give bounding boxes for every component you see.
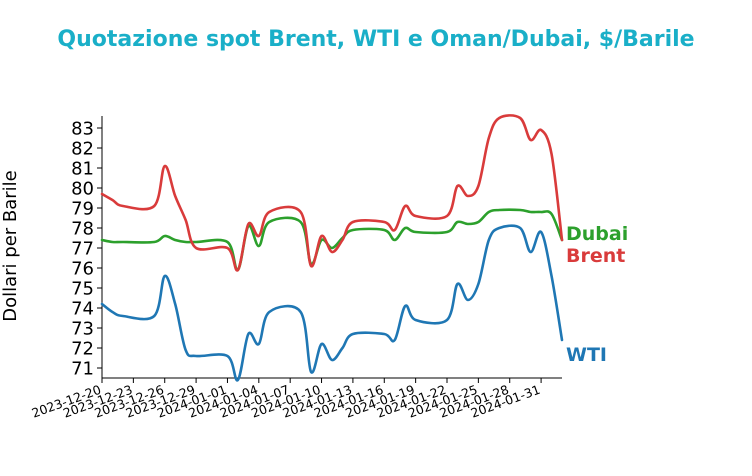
y-tick-label: 74	[71, 299, 94, 320]
y-tick-label: 79	[71, 199, 94, 220]
series-label-wti: WTI	[566, 344, 607, 366]
y-tick-label: 82	[71, 139, 94, 160]
y-tick-label: 81	[71, 159, 94, 180]
chart-title: Quotazione spot Brent, WTI e Oman/Dubai,…	[57, 27, 694, 52]
series-line-brent	[100, 114, 564, 272]
y-tick-label: 75	[71, 279, 94, 300]
series-label-dubai: Dubai	[566, 223, 628, 245]
y-tick-label: 71	[71, 359, 94, 380]
y-tick-label: 73	[71, 319, 94, 340]
y-tick-label: 72	[71, 339, 94, 360]
series-label-brent: Brent	[566, 245, 625, 267]
series-line-wti	[100, 224, 564, 382]
y-tick-label: 80	[71, 179, 94, 200]
series-line-dubai	[100, 208, 564, 272]
y-axis-label: Dollari per Barile	[0, 170, 21, 322]
y-tick-label: 77	[71, 239, 94, 260]
y-tick-label: 83	[71, 119, 94, 140]
plot-area: 717273747576777879808182832023-12-202023…	[30, 114, 628, 421]
y-tick-label: 76	[71, 259, 94, 280]
y-tick-label: 78	[71, 219, 94, 240]
